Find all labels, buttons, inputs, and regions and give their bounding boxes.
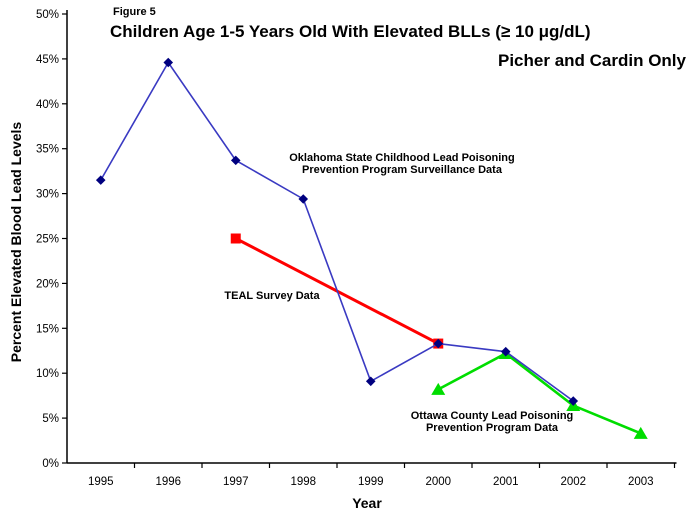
y-tick-label: 5% <box>42 413 59 425</box>
series-line <box>100 60 574 402</box>
y-tick-label: 15% <box>36 323 59 335</box>
x-tick-label: 2001 <box>493 476 519 488</box>
x-tick-label: 1997 <box>223 476 249 488</box>
x-tick-label: 2002 <box>560 476 586 488</box>
annotation-line: Prevention Program Surveillance Data <box>302 164 502 176</box>
x-tick-label: 2000 <box>425 476 451 488</box>
y-tick-label: 0% <box>42 458 59 470</box>
series-line <box>437 351 642 435</box>
annotation-line: Oklahoma State Childhood Lead Poisoning <box>289 152 515 164</box>
triangle-marker <box>431 382 446 395</box>
diamond-marker <box>568 396 579 406</box>
y-tick-label: 25% <box>36 234 59 246</box>
x-tick-label: 1996 <box>155 476 181 488</box>
triangle-marker <box>633 426 648 439</box>
chart-subtitle: Picher and Cardin Only <box>498 51 686 70</box>
x-tick-label: 1999 <box>358 476 384 488</box>
diamond-marker <box>365 376 376 387</box>
y-axis-title: Percent Elevated Blood Lead Levels <box>8 121 24 363</box>
y-tick-label: 10% <box>36 368 59 380</box>
annotation-line: TEAL Survey Data <box>224 290 320 302</box>
diamond-marker <box>95 175 106 185</box>
diamond-marker <box>230 155 241 166</box>
annotation-ottawa-series: Ottawa County Lead Poisoning Prevention … <box>411 410 574 434</box>
annotation-oklahoma-series: Oklahoma State Childhood Lead Poisoning … <box>289 152 515 176</box>
x-tick-label: 2003 <box>628 476 654 488</box>
chart-title: Children Age 1-5 Years Old With Elevated… <box>110 22 591 41</box>
y-tick-label: 45% <box>36 54 59 66</box>
diamond-marker <box>500 346 511 357</box>
x-tick-label: 1998 <box>290 476 316 488</box>
y-tick-label: 40% <box>36 99 59 111</box>
y-tick-label: 35% <box>36 144 59 156</box>
y-tick-label: 50% <box>36 9 59 21</box>
y-tick-label: 20% <box>36 278 59 290</box>
diamond-marker <box>298 194 309 204</box>
figure-label: Figure 5 <box>113 6 156 18</box>
y-tick-label: 30% <box>36 189 59 201</box>
x-tick-label: 1995 <box>88 476 114 488</box>
annotation-line: Ottawa County Lead Poisoning <box>410 410 574 422</box>
diamond-marker <box>163 57 174 68</box>
annotation-teal-series: TEAL Survey Data <box>224 290 319 302</box>
diamond-marker <box>433 338 444 349</box>
square-marker <box>230 233 241 244</box>
annotation-line: Prevention Program Data <box>425 422 559 434</box>
x-axis-title: Year <box>352 495 382 511</box>
